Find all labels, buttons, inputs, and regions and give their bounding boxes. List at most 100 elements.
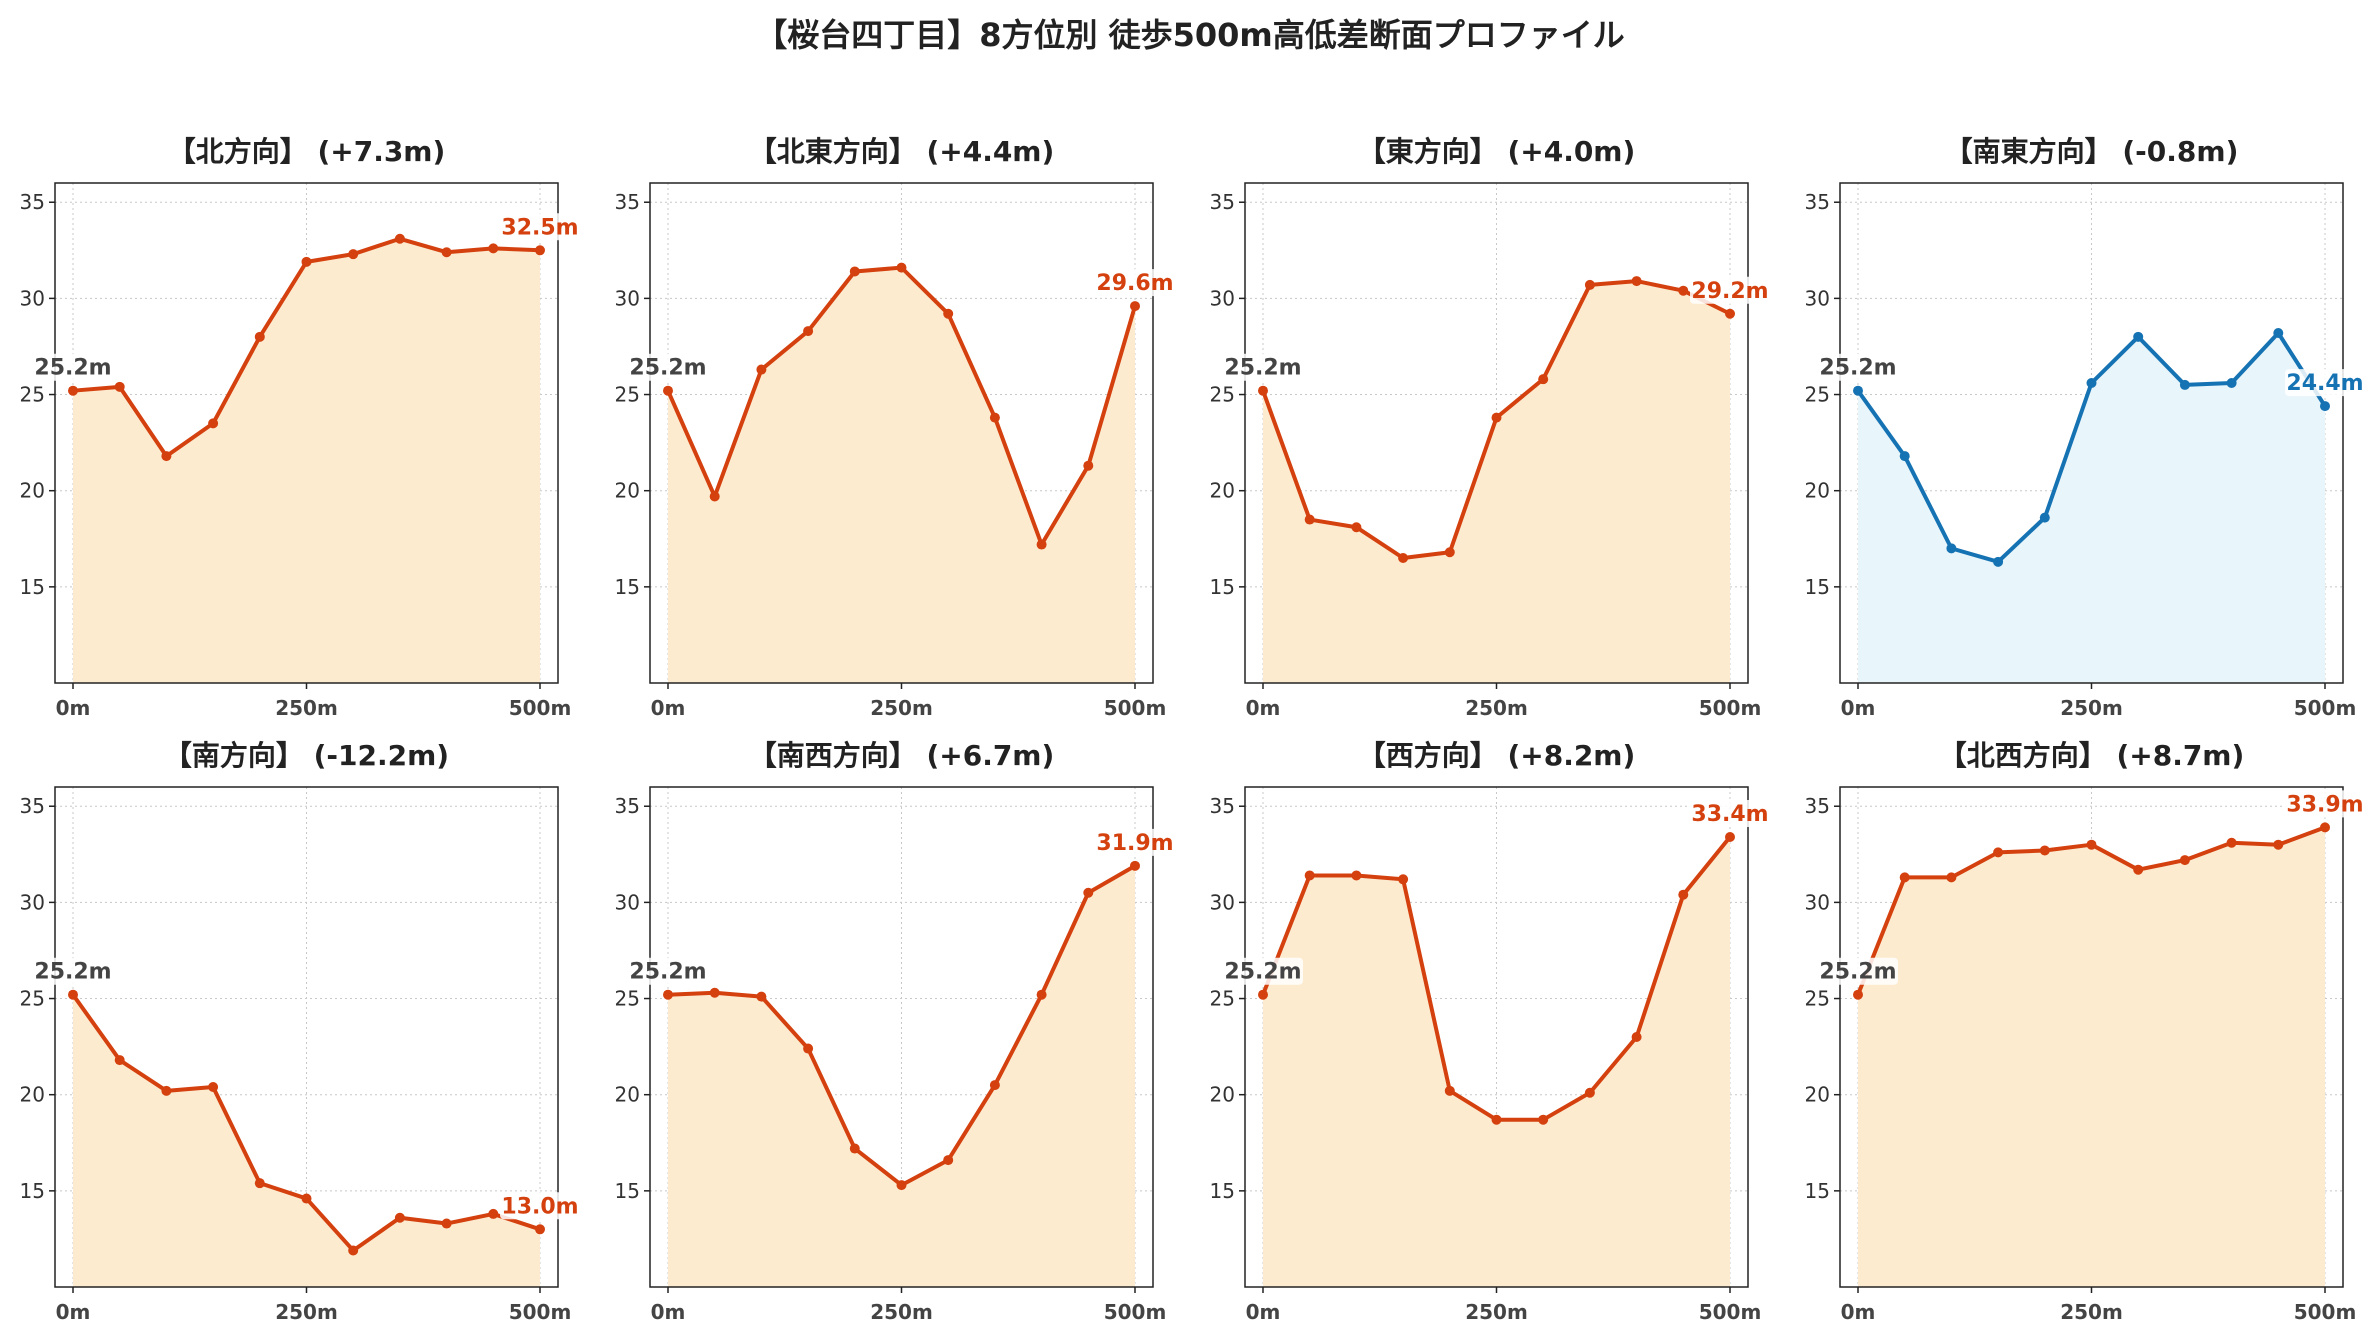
data-point (1130, 301, 1140, 312)
y-tick-label: 25 (1210, 987, 1235, 1011)
x-tick-label: 500m (2294, 696, 2357, 720)
data-point (535, 245, 545, 256)
y-tick-label: 25 (1805, 987, 1830, 1011)
x-tick-label: 0m (56, 1300, 91, 1324)
x-tick-label: 250m (275, 1300, 338, 1324)
data-point (1083, 460, 1094, 471)
y-tick-label: 30 (1210, 286, 1235, 310)
elevation-area (73, 994, 540, 1287)
start-label-bg (1223, 353, 1303, 381)
end-label-bg (1690, 276, 1770, 304)
data-point (161, 1085, 172, 1096)
data-point (1398, 553, 1409, 563)
profile-panel: 【西方向】 (+8.2m) 15 20 25 30 35 0m 250m 500m 25.2m 33… (1210, 739, 1770, 1324)
y-tick-label: 20 (20, 479, 45, 503)
data-point (663, 385, 673, 396)
x-tick-label: 500m (1699, 696, 1762, 720)
panel-title: 【北方向】 (+7.3m) (168, 135, 446, 168)
start-label-bg (33, 353, 113, 381)
start-elevation-label: 25.2m (1224, 356, 1301, 381)
data-point (1491, 1114, 1502, 1125)
x-tick-label: 250m (870, 1300, 933, 1324)
panel-title: 【東方向】 (+4.0m) (1358, 135, 1636, 168)
data-point (394, 233, 405, 244)
elevation-area (1858, 827, 2325, 1287)
data-point (441, 247, 452, 258)
data-point (1946, 543, 1957, 554)
y-tick-label: 15 (615, 575, 640, 599)
y-tick-label: 35 (1805, 794, 1830, 818)
data-point (2133, 864, 2144, 875)
data-point (1538, 1114, 1549, 1125)
y-tick-label: 35 (20, 794, 45, 818)
data-point (1899, 451, 1910, 462)
data-point (896, 262, 907, 273)
y-tick-label: 35 (615, 794, 640, 818)
data-point (2226, 837, 2237, 848)
y-tick-label: 20 (1805, 479, 1830, 503)
data-point (709, 491, 720, 502)
elevation-area (668, 865, 1135, 1287)
profile-panel: 【南東方向】 (-0.8m) 15 20 25 30 35 0m 250m 500m 25.2m 2… (1805, 135, 2365, 720)
data-point (2320, 401, 2330, 412)
data-point (394, 1212, 405, 1223)
profile-panel: 【北東方向】 (+4.4m) 15 20 25 30 35 0m 250m 500m 25.2m 2… (615, 135, 1175, 720)
data-point (1304, 514, 1315, 525)
y-tick-label: 15 (20, 1179, 45, 1203)
end-label-bg (2285, 369, 2365, 397)
start-label-bg (33, 957, 113, 985)
data-point (535, 1224, 545, 1235)
data-point (348, 249, 359, 260)
data-point (2273, 839, 2284, 850)
start-label-bg (1818, 353, 1898, 381)
y-tick-label: 30 (1210, 890, 1235, 914)
x-tick-label: 500m (1104, 696, 1167, 720)
x-tick-label: 0m (1246, 1300, 1281, 1324)
x-tick-label: 0m (56, 696, 91, 720)
y-tick-label: 15 (1805, 575, 1830, 599)
y-tick-label: 35 (1805, 190, 1830, 214)
data-point (756, 364, 767, 375)
x-tick-label: 0m (1841, 1300, 1876, 1324)
data-point (68, 989, 78, 1000)
data-point (943, 308, 954, 319)
data-point (1678, 285, 1689, 296)
panel-title: 【南方向】 (-12.2m) (164, 739, 449, 772)
data-point (1351, 522, 1362, 533)
x-tick-label: 0m (651, 696, 686, 720)
data-point (1584, 1087, 1595, 1098)
data-point (2086, 378, 2097, 388)
data-point (1351, 870, 1362, 881)
data-point (208, 1082, 219, 1092)
y-tick-label: 20 (1805, 1083, 1830, 1107)
data-point (1725, 832, 1735, 842)
data-point (1538, 374, 1549, 385)
x-tick-label: 500m (2294, 1300, 2357, 1324)
start-label-bg (1223, 957, 1303, 985)
data-point (114, 1055, 125, 1066)
data-point (1993, 847, 2004, 858)
data-point (1899, 872, 1910, 883)
x-tick-label: 500m (1104, 1300, 1167, 1324)
x-tick-label: 250m (2060, 1300, 2123, 1324)
data-point (2273, 328, 2284, 338)
data-point (709, 987, 720, 998)
profile-panel: 【東方向】 (+4.0m) 15 20 25 30 35 0m 250m 500m 25.2m 29… (1210, 135, 1770, 720)
start-elevation-label: 25.2m (34, 356, 111, 381)
data-point (989, 412, 1000, 423)
y-tick-label: 20 (1210, 1083, 1235, 1107)
end-label-bg (500, 1192, 580, 1220)
y-tick-label: 35 (20, 190, 45, 214)
data-point (1444, 1085, 1455, 1096)
data-point (1584, 279, 1595, 290)
y-tick-label: 25 (20, 987, 45, 1011)
y-tick-label: 30 (20, 286, 45, 310)
panel-title: 【南東方向】 (-0.8m) (1945, 135, 2239, 168)
data-point (663, 989, 673, 1000)
data-point (2039, 512, 2050, 523)
data-point (1444, 547, 1455, 558)
data-point (161, 451, 172, 462)
data-point (896, 1180, 907, 1191)
y-tick-label: 25 (1210, 383, 1235, 407)
